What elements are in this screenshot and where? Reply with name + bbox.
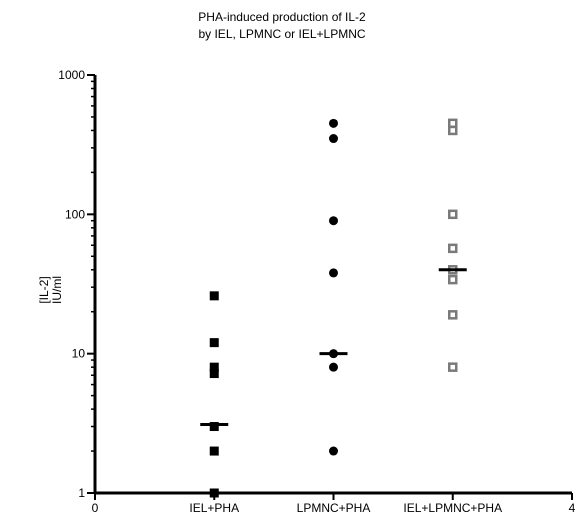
y-axis-label-line-2: IU/ml [50, 276, 64, 304]
x-tick-label: 0 [92, 501, 99, 515]
data-point [448, 125, 458, 136]
chart-title: PHA-induced production of IL-2 by IEL, L… [198, 10, 366, 41]
y-axis-label-line-1: [IL-2] [37, 276, 51, 303]
data-marks [200, 118, 467, 498]
data-point [209, 422, 219, 432]
data-point [209, 369, 219, 379]
x-tick-label: 4 [569, 501, 576, 515]
data-point [329, 216, 338, 226]
chart-title-line-1: PHA-induced production of IL-2 [198, 10, 366, 24]
data-point [448, 362, 458, 372]
data-point [209, 291, 219, 301]
data-point [448, 274, 458, 285]
data-point [329, 134, 338, 144]
data-point [448, 310, 458, 320]
axes: 1 10 100 1000 0 4 IEL+PHA LPMNC+PHA IEL+LPMNC+PH… [58, 68, 575, 515]
data-point [209, 338, 219, 348]
data-point [329, 268, 338, 278]
data-point [329, 362, 338, 372]
data-point [448, 243, 458, 254]
data-point [329, 446, 338, 456]
data-point [209, 446, 219, 456]
y-axis-label: [IL-2] IU/ml [37, 276, 64, 304]
y-tick-label: 1 [78, 486, 85, 500]
x-category-label: IEL+LPMNC+PHA [403, 501, 502, 515]
data-point [209, 488, 219, 498]
x-category-label: LPMNC+PHA [297, 501, 371, 515]
data-point [329, 118, 338, 128]
y-tick-label: 10 [72, 347, 86, 361]
y-tick-label: 1000 [58, 68, 85, 82]
data-point [209, 362, 219, 372]
x-category-label: IEL+PHA [189, 501, 239, 515]
y-tick-label: 100 [65, 207, 85, 221]
chart-title-line-2: by IEL, LPMNC or IEL+LPMNC [198, 27, 365, 41]
data-point [448, 209, 458, 220]
